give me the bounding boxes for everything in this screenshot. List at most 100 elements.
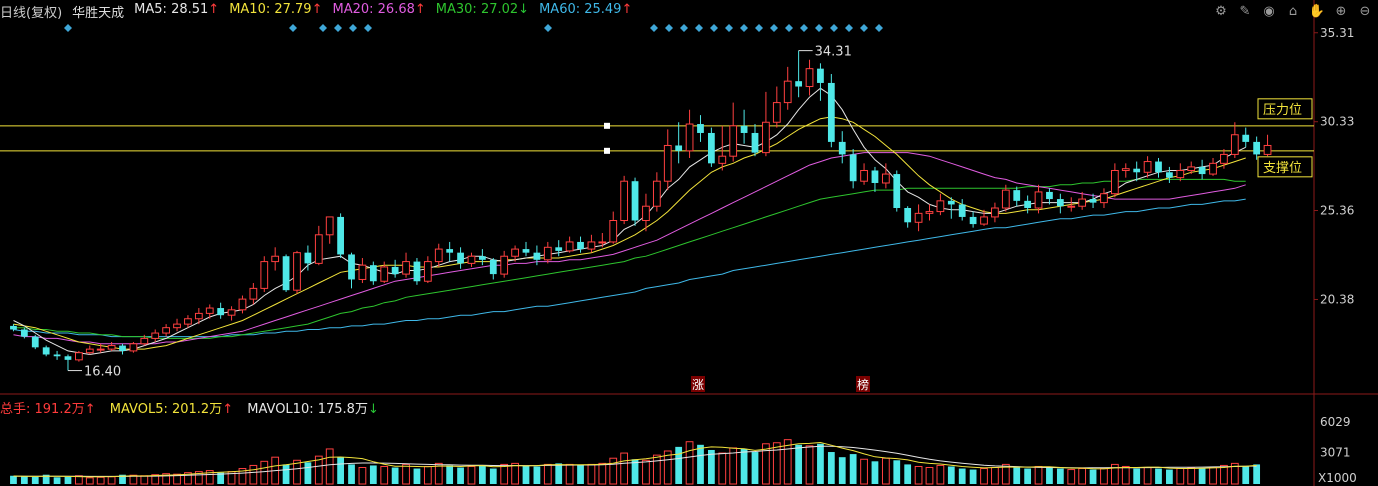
- candle-body: [20, 329, 28, 337]
- candle-body: [620, 180, 629, 222]
- candle-body: [565, 241, 574, 252]
- candle-body: [1187, 166, 1196, 171]
- volume-bar: [1155, 468, 1162, 484]
- candle-body: [151, 332, 160, 339]
- candle-body: [1056, 199, 1064, 207]
- candle-body: [162, 327, 171, 334]
- volume-bar: [369, 465, 377, 484]
- volume-bar: [511, 462, 519, 485]
- candle-body: [1143, 161, 1152, 173]
- candle-body: [1013, 190, 1021, 201]
- volume-bar: [991, 467, 999, 485]
- candle-body: [1253, 141, 1261, 155]
- volume-bar: [467, 465, 476, 485]
- candle-body: [881, 173, 890, 184]
- volume-bar: [795, 444, 803, 484]
- volume-bar: [129, 474, 138, 485]
- volume-bar: [587, 463, 596, 485]
- volume-bar: [663, 450, 672, 485]
- candle-body: [631, 181, 639, 221]
- volume-bar: [107, 476, 116, 485]
- candle-body: [31, 336, 39, 348]
- candle-body: [227, 309, 236, 316]
- candle-body: [827, 82, 835, 142]
- eye-icon[interactable]: ◉: [1263, 3, 1275, 19]
- zoom-in-icon[interactable]: ⊕: [1335, 3, 1347, 19]
- candle-body: [697, 124, 704, 133]
- candle-body: [1133, 168, 1141, 173]
- candle-body: [423, 261, 432, 282]
- chart-toolbar: ⚙ ✎ ◉ ⌂ ✋ ⊕ ⊖: [1212, 2, 1374, 20]
- store-icon[interactable]: ⌂: [1288, 3, 1298, 19]
- candle-body: [238, 298, 247, 311]
- zoom-out-icon[interactable]: ⊖: [1359, 3, 1371, 19]
- volume-bar: [1176, 468, 1185, 485]
- candle-body: [904, 208, 912, 223]
- candle-body: [489, 259, 497, 275]
- volume-bar: [936, 464, 945, 485]
- volume-bar: [53, 477, 61, 484]
- volume-bar: [1253, 464, 1261, 484]
- candle-body: [10, 325, 17, 330]
- resistance-handle: [604, 122, 610, 129]
- candle-body: [478, 256, 486, 260]
- volume-bar: [173, 473, 181, 485]
- volume-bar: [500, 463, 509, 485]
- candle-body: [1024, 200, 1032, 208]
- volume-bar: [1143, 467, 1152, 485]
- volume-bar: [522, 465, 530, 484]
- volume-bar: [1024, 468, 1032, 484]
- volume-bar: [358, 467, 367, 485]
- candle-body: [184, 318, 192, 325]
- period-label[interactable]: 日线(复权): [0, 6, 63, 21]
- candle-body: [391, 266, 399, 275]
- hand-icon[interactable]: ✋: [1308, 3, 1326, 19]
- signal-diamond: [875, 24, 883, 32]
- candle-body: [652, 180, 661, 207]
- draw-icon[interactable]: ✎: [1239, 3, 1251, 19]
- volume-bar: [304, 462, 312, 484]
- candle-body: [969, 216, 977, 225]
- candle-body: [402, 261, 410, 275]
- volume-bar: [1220, 464, 1228, 485]
- candle-body: [140, 337, 149, 345]
- candle-body: [1209, 162, 1217, 175]
- volume-bar: [434, 462, 443, 485]
- volume-unit-label: X1000: [1318, 471, 1357, 485]
- volume-bar: [1230, 462, 1239, 485]
- low-label: 16.40: [84, 365, 121, 380]
- volume-bar: [478, 465, 486, 484]
- signal-diamond: [680, 24, 688, 32]
- volume-bar: [675, 446, 683, 484]
- volume-bar: [1187, 467, 1196, 485]
- candle-body: [533, 252, 541, 260]
- candle-body: [685, 123, 694, 152]
- signal-diamond: [64, 24, 72, 32]
- signal-diamond: [710, 24, 718, 32]
- total-hand-readout: 总手: 191.2万↑: [0, 402, 96, 417]
- volume-bar: [609, 457, 618, 485]
- candle-body: [980, 216, 988, 225]
- candle-body: [369, 265, 377, 282]
- mavol5-line: [13, 441, 1257, 478]
- volume-bar: [555, 463, 563, 484]
- volume-bar: [718, 452, 727, 485]
- resistance-tag-label: 压力位: [1263, 103, 1302, 118]
- volume-bar: [260, 460, 269, 485]
- candle-body: [348, 254, 355, 280]
- candle-body: [783, 80, 792, 104]
- signal-diamond: [755, 24, 763, 32]
- candle-body: [762, 121, 770, 154]
- settings-icon[interactable]: ⚙: [1215, 3, 1227, 19]
- candle-body: [1121, 168, 1130, 171]
- candle-body: [522, 249, 530, 253]
- signal-diamond: [785, 24, 793, 32]
- candle-body: [260, 261, 269, 289]
- candle-body: [173, 323, 181, 329]
- volume-bar: [969, 469, 977, 484]
- ma20-line: [13, 152, 1246, 345]
- candle-body: [947, 200, 955, 205]
- candle-body: [598, 241, 607, 244]
